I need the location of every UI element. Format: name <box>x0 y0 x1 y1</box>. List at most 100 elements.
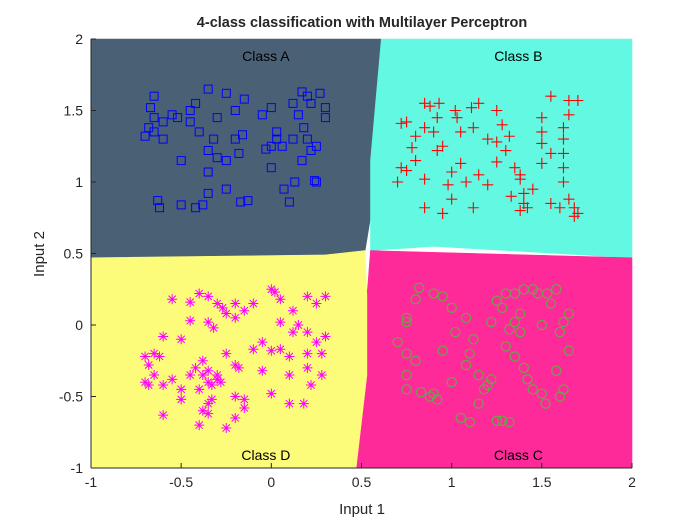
marker-asterisk <box>298 398 309 409</box>
marker-asterisk <box>212 370 223 381</box>
y-axis-label: Input 2 <box>31 231 48 277</box>
region-class-d <box>90 250 368 469</box>
marker-asterisk <box>230 391 241 402</box>
x-tick-label: 1.5 <box>532 474 552 490</box>
marker-plus <box>424 100 436 112</box>
marker-asterisk <box>154 351 165 362</box>
marker-asterisk <box>149 348 160 359</box>
marker-plus <box>491 136 503 148</box>
marker-square <box>203 188 213 198</box>
region-label-class-c: Class C <box>494 447 543 463</box>
marker-square <box>297 156 307 166</box>
marker-circle <box>446 377 457 388</box>
marker-plus <box>406 142 418 154</box>
marker-square <box>176 200 186 210</box>
marker-square <box>320 103 330 113</box>
marker-asterisk <box>230 360 241 371</box>
marker-circle <box>522 374 533 385</box>
marker-circle <box>491 295 502 306</box>
marker-plus <box>491 105 503 116</box>
axes: -1 -0.5 0 0.5 1 1.5 2 -1 -0.5 0 0.5 1 1.5 2 <box>59 31 636 490</box>
marker-circle <box>473 398 484 409</box>
marker-square <box>266 141 276 151</box>
marker-asterisk <box>176 334 187 345</box>
marker-plus <box>536 157 548 169</box>
marker-asterisk <box>190 362 201 373</box>
marker-asterisk <box>203 317 214 328</box>
region-labels: Class A Class B Class C Class D <box>241 48 543 463</box>
marker-plus <box>437 140 449 152</box>
marker-asterisk <box>302 362 313 373</box>
marker-plus <box>557 147 569 159</box>
marker-asterisk <box>194 384 205 395</box>
marker-circle <box>509 288 520 299</box>
marker-square <box>288 134 298 144</box>
marker-square <box>185 117 195 127</box>
marker-circle <box>428 288 439 299</box>
marker-asterisk <box>143 360 154 371</box>
marker-asterisk <box>266 388 277 399</box>
marker-square <box>155 203 164 213</box>
marker-plus <box>401 116 413 128</box>
marker-square <box>293 110 303 120</box>
marker-square <box>310 176 320 186</box>
marker-asterisk <box>203 398 214 409</box>
marker-square <box>230 106 240 115</box>
marker-asterisk <box>275 317 286 328</box>
marker-asterisk <box>306 380 317 391</box>
marker-asterisk <box>197 370 208 381</box>
marker-asterisk <box>197 355 208 366</box>
x-axis-label: Input 1 <box>339 501 385 518</box>
region-class-a <box>90 38 382 259</box>
marker-square <box>243 196 253 206</box>
marker-asterisk <box>284 398 295 409</box>
marker-square <box>209 134 219 144</box>
marker-plus <box>536 137 548 149</box>
marker-square <box>212 113 222 123</box>
marker-square <box>221 156 231 166</box>
marker-asterisk <box>140 351 151 362</box>
marker-circle <box>551 365 562 376</box>
marker-asterisk <box>217 302 228 313</box>
marker-circle <box>536 388 547 399</box>
marker-plus <box>514 205 526 217</box>
marker-plus <box>395 117 407 129</box>
marker-plus <box>419 122 431 134</box>
marker-asterisk <box>185 315 196 326</box>
marker-plus <box>431 145 443 157</box>
marker-circle <box>401 369 412 381</box>
marker-asterisk <box>167 294 178 305</box>
marker-asterisk <box>221 422 232 433</box>
marker-circle <box>518 362 529 374</box>
marker-asterisk <box>266 284 277 295</box>
marker-asterisk <box>221 348 232 359</box>
marker-circle <box>392 337 403 348</box>
marker-square <box>284 197 294 207</box>
marker-square <box>191 98 201 108</box>
marker-circle <box>536 319 547 331</box>
marker-circle <box>563 308 575 319</box>
marker-plus <box>563 193 575 205</box>
x-tick-label: 1 <box>448 474 456 490</box>
marker-square <box>185 106 195 115</box>
marker-plus <box>473 97 485 109</box>
marker-square <box>257 110 267 120</box>
marker-plus <box>431 112 443 124</box>
marker-asterisk <box>239 394 250 405</box>
marker-square <box>203 84 213 94</box>
marker-asterisk <box>208 322 219 333</box>
marker-asterisk <box>287 305 298 316</box>
marker-plus <box>482 179 494 191</box>
marker-plus <box>392 176 404 188</box>
marker-asterisk <box>302 348 313 359</box>
marker-plus <box>496 119 508 131</box>
marker-circle <box>558 316 569 328</box>
marker-plus <box>395 162 407 174</box>
marker-plus <box>455 126 467 138</box>
marker-circle <box>482 379 493 391</box>
marker-square <box>288 98 298 108</box>
marker-circle <box>401 316 412 328</box>
y-tick-label: 0.5 <box>64 246 84 262</box>
marker-asterisk <box>275 344 286 355</box>
y-tick-label: -0.5 <box>59 389 83 405</box>
